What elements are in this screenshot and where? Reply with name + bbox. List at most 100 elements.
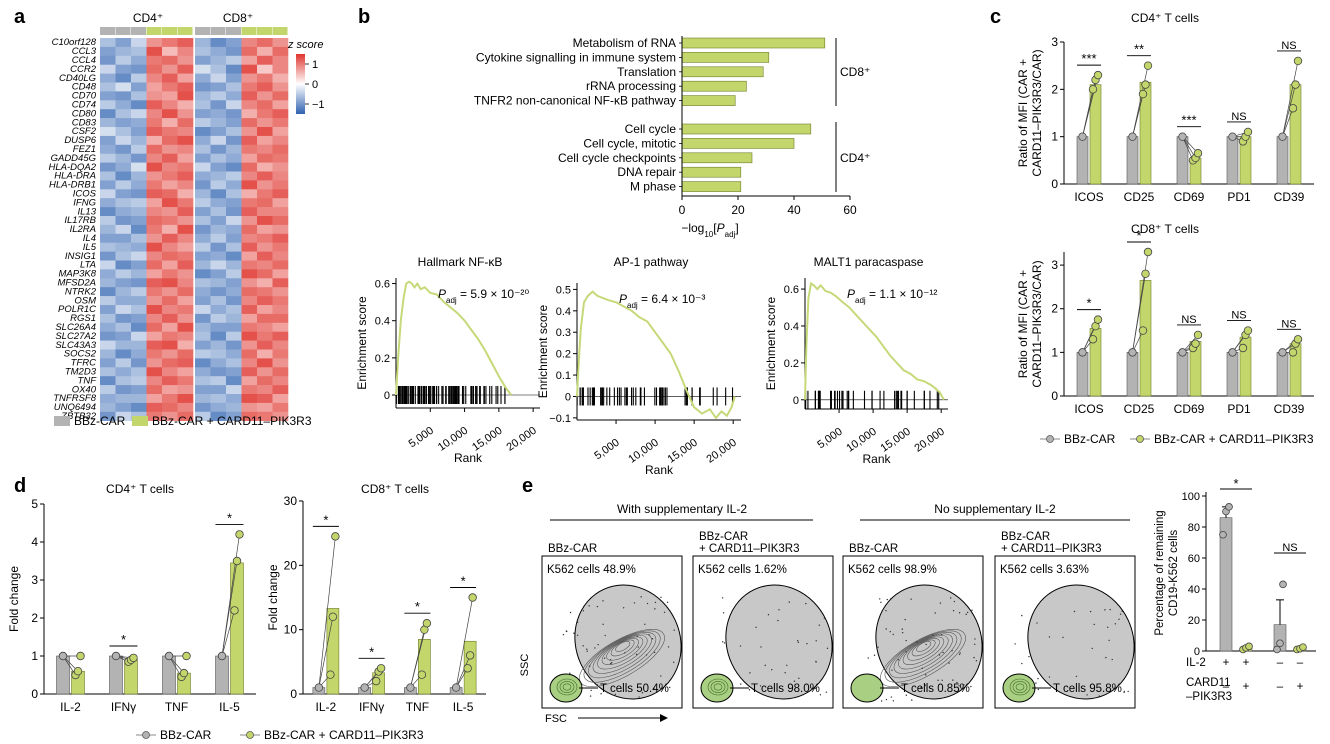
heatmap-cell bbox=[162, 340, 178, 350]
gene-label: GADD45G bbox=[51, 153, 96, 164]
event-dot bbox=[1028, 655, 1030, 658]
heatmap-cell bbox=[257, 358, 273, 368]
heatmap-cell bbox=[257, 82, 273, 92]
heatmap-cell bbox=[257, 153, 273, 163]
event-dot bbox=[586, 650, 588, 652]
heatmap-cell bbox=[115, 171, 132, 181]
heatmap-cell bbox=[272, 349, 289, 359]
bar-car bbox=[1226, 136, 1239, 185]
density-contour bbox=[916, 641, 932, 652]
heatmap-cell bbox=[226, 367, 242, 377]
heatmap-cell bbox=[241, 82, 258, 92]
dot-card bbox=[1093, 70, 1103, 80]
heatmap-cell bbox=[257, 340, 273, 350]
heatmap-cell bbox=[195, 322, 211, 332]
heatmap-cell bbox=[146, 153, 163, 163]
heatmap-cell bbox=[162, 322, 178, 332]
heatmap-cell bbox=[115, 402, 132, 413]
heatmap-cell bbox=[131, 296, 147, 306]
y-tick-label: 0 bbox=[1051, 389, 1058, 403]
tcell-contour bbox=[707, 678, 729, 696]
legend-car-swatch bbox=[54, 416, 70, 426]
event-dot bbox=[663, 611, 666, 613]
heatmap-cell bbox=[195, 64, 211, 74]
heatmap-cell bbox=[210, 91, 227, 101]
heatmap-cell bbox=[226, 180, 242, 190]
event-dot bbox=[941, 679, 943, 681]
event-dot bbox=[932, 634, 934, 636]
heatmap-cell bbox=[100, 358, 116, 368]
e-dot bbox=[1279, 580, 1287, 589]
event-dot bbox=[651, 638, 654, 640]
density-contour bbox=[592, 633, 652, 674]
heatmap-cell bbox=[210, 189, 227, 199]
event-dot bbox=[602, 623, 604, 625]
heatmap-cell bbox=[272, 402, 289, 413]
heatmap-cell bbox=[115, 349, 132, 359]
heatmap-cell bbox=[115, 64, 132, 74]
gsea-enrichment-curve bbox=[804, 281, 945, 401]
heatmap-cell bbox=[131, 144, 147, 154]
y-tick-label: 1 bbox=[1051, 345, 1058, 359]
heatmap-cell bbox=[210, 153, 227, 163]
heatmap-cell bbox=[177, 216, 194, 226]
gsea-x-tick-label: 20,000 bbox=[704, 437, 738, 466]
event-dot bbox=[885, 628, 887, 630]
significance-label: NS bbox=[1231, 310, 1246, 322]
heatmap-cell bbox=[272, 394, 289, 404]
event-dot bbox=[1062, 636, 1064, 639]
heatmap-cell bbox=[162, 224, 178, 235]
heatmap-cell bbox=[210, 55, 227, 65]
heatmap-cell bbox=[177, 73, 194, 83]
heatmap-cell bbox=[272, 135, 289, 146]
e-y-tick-label: 80 bbox=[1188, 522, 1200, 534]
heatmap-cell bbox=[177, 305, 194, 315]
pathway-label: Cell cycle bbox=[625, 122, 677, 136]
event-dot bbox=[1014, 643, 1016, 645]
paired-line bbox=[455, 597, 473, 688]
heatmap-cell bbox=[146, 340, 163, 350]
tcell-gate bbox=[850, 673, 884, 703]
event-dot bbox=[582, 605, 585, 608]
heatmap-cell bbox=[146, 331, 163, 341]
heatmap-cell bbox=[177, 46, 194, 57]
pathway-bar bbox=[681, 123, 812, 135]
event-dot bbox=[1123, 691, 1125, 694]
paired-line bbox=[1132, 65, 1149, 137]
heatmap-cell bbox=[100, 109, 116, 119]
y-tick-label: 2 bbox=[31, 611, 38, 625]
event-dot bbox=[569, 611, 572, 614]
event-dot bbox=[764, 664, 766, 667]
bar-card bbox=[418, 639, 431, 695]
heatmap-cell bbox=[100, 349, 116, 359]
y-tick-label: 4 bbox=[31, 535, 38, 549]
event-dot bbox=[963, 684, 965, 686]
heatmap-cell bbox=[257, 402, 273, 413]
heatmap-cell bbox=[272, 198, 289, 208]
heatmap-cell bbox=[257, 64, 273, 74]
heatmap-cell bbox=[257, 367, 273, 377]
heatmap-cell bbox=[162, 260, 178, 270]
significance-label: * bbox=[121, 632, 126, 647]
heatmap-cell bbox=[241, 376, 258, 386]
event-dot bbox=[569, 672, 571, 674]
heatmap-cell bbox=[146, 189, 163, 199]
heatmap-cell bbox=[146, 64, 163, 74]
heatmap-cell bbox=[226, 340, 242, 350]
heatmap-cell bbox=[177, 251, 194, 261]
heatmap-cell bbox=[257, 394, 273, 404]
heatmap-cell bbox=[226, 358, 242, 368]
heatmap-cell bbox=[162, 216, 178, 226]
heatmap-cell bbox=[226, 82, 242, 92]
significance-label: * bbox=[415, 599, 420, 614]
heatmap-cell bbox=[162, 287, 178, 297]
heatmap-cell bbox=[131, 82, 147, 92]
heatmap-cell bbox=[177, 180, 194, 190]
legend-c-card-dot bbox=[1136, 435, 1144, 443]
gsea-y-tick-label: 0.6 bbox=[375, 279, 390, 291]
heatmap-cell bbox=[115, 216, 132, 226]
heatmap-cell bbox=[115, 73, 132, 83]
heatmap-cell bbox=[210, 385, 227, 395]
card-sign: – bbox=[1277, 681, 1284, 693]
heatmap-cell bbox=[195, 296, 211, 306]
